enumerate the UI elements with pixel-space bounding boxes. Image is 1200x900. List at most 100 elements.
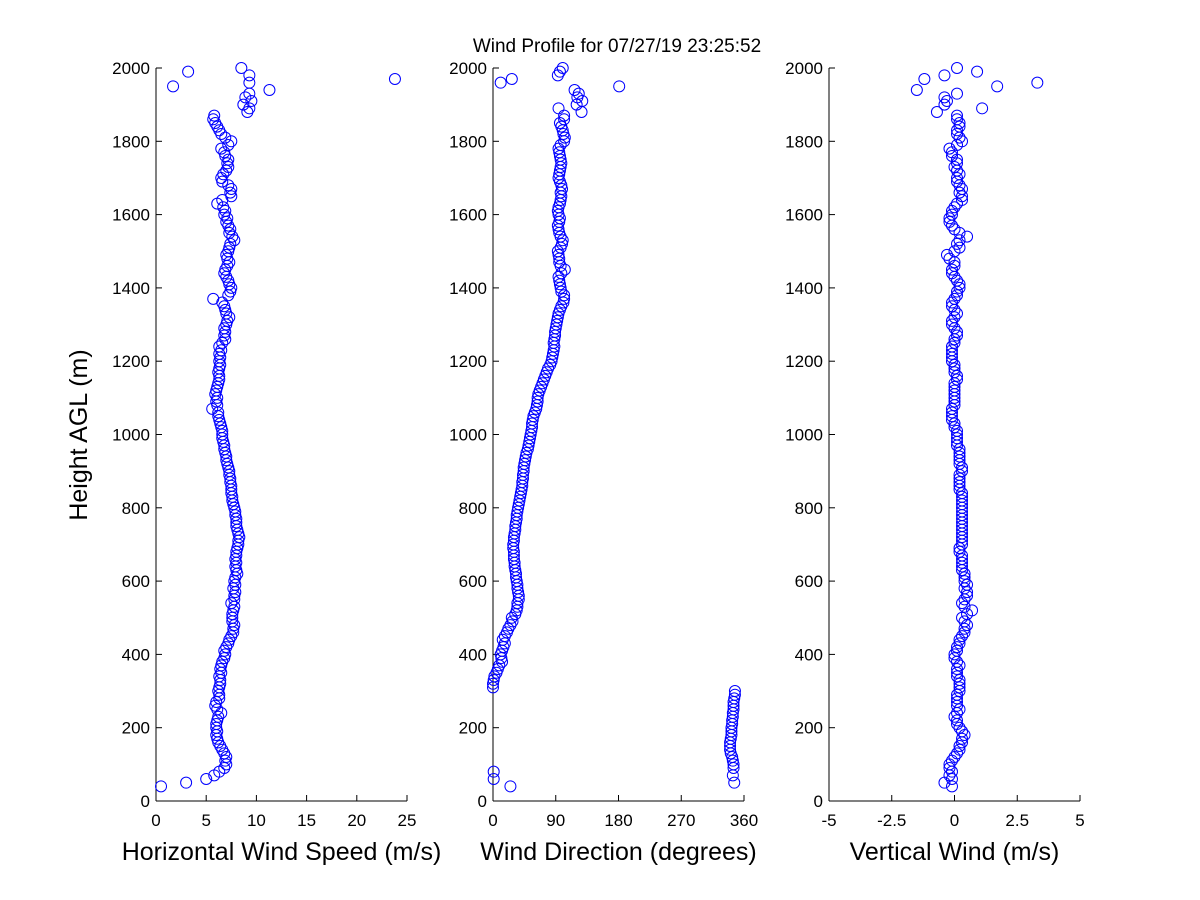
vertical-data-point (958, 615, 971, 628)
vertical-data-point (961, 230, 974, 243)
vertical-data-point (951, 329, 964, 342)
speed-data-point (215, 142, 228, 155)
vertical-x-tick-label: -2.5 (877, 811, 906, 830)
speed-data-point (207, 292, 220, 305)
speed-data-point (155, 780, 168, 793)
vertical-y-tick-label: 1200 (785, 352, 823, 371)
figure-title: Wind Profile for 07/27/19 23:25:52 (473, 36, 761, 57)
vertical-data-point (948, 380, 961, 393)
direction-data-point (551, 204, 564, 217)
vertical-data-point (951, 428, 964, 441)
vertical-data-point (948, 417, 961, 430)
vertical-data-point (956, 732, 969, 745)
direction-data-point (728, 776, 741, 789)
vertical-data-point (943, 212, 956, 225)
vertical-subplot: 0 200 400 600 800 1000 1200 1400 1600 1800 2000 -5 -… (785, 59, 1085, 866)
vertical-data-point (966, 604, 979, 617)
direction-data-point (554, 138, 567, 151)
vertical-data-point (958, 567, 971, 580)
speed-data-point (167, 80, 180, 93)
vertical-data-point (958, 571, 971, 584)
vertical-data-point (948, 366, 961, 379)
direction-data-point (552, 248, 565, 261)
vertical-data-point (953, 443, 966, 456)
vertical-data-point (953, 186, 966, 199)
speed-data-series (155, 62, 401, 793)
vertical-data-point (948, 292, 961, 305)
direction-x-tick-label: 0 (488, 811, 497, 830)
vertical-data-point (951, 109, 964, 122)
direction-data-point (487, 677, 499, 690)
vertical-data-point (948, 362, 961, 375)
vertical-data-point (940, 94, 953, 107)
vertical-data-point (951, 369, 964, 382)
vertical-data-point (956, 461, 969, 474)
vertical-data-point (958, 575, 971, 588)
vertical-data-point (953, 234, 966, 247)
vertical-data-point (938, 69, 951, 82)
speed-y-tick-label: 1400 (112, 279, 150, 298)
direction-data-point (526, 413, 539, 426)
vertical-data-point (945, 340, 958, 353)
vertical-data-point (958, 600, 971, 613)
vertical-data-point (953, 241, 966, 254)
vertical-data-point (1031, 76, 1044, 89)
speed-y-tick-label: 0 (141, 792, 150, 811)
direction-y-tick-label: 1600 (449, 206, 487, 225)
speed-data-point (222, 138, 235, 151)
direction-data-point (728, 688, 741, 701)
direction-y-tick-label: 1400 (449, 279, 487, 298)
direction-data-point (519, 450, 532, 463)
vertical-data-point (910, 83, 923, 96)
vertical-y-tick-label: 1400 (785, 279, 823, 298)
speed-y-tick-label: 400 (122, 645, 150, 664)
direction-y-tick-label: 1200 (449, 352, 487, 371)
speed-x-tick-label: 25 (398, 811, 417, 830)
vertical-y-tick-label: 600 (795, 572, 823, 591)
direction-data-point (568, 83, 581, 96)
vertical-data-point (956, 190, 969, 203)
speed-y-tick-label: 1800 (112, 132, 150, 151)
vertical-data-point (953, 743, 966, 756)
speed-data-point (216, 336, 229, 349)
vertical-data-point (953, 450, 966, 463)
vertical-data-point (948, 336, 961, 349)
direction-data-point (519, 454, 532, 467)
vertical-x-tick-label: 0 (950, 811, 959, 830)
speed-data-point (213, 340, 226, 353)
vertical-data-point (940, 248, 953, 261)
direction-x-axis-label: Wind Direction (degrees) (480, 838, 757, 866)
direction-data-point (506, 615, 519, 628)
direction-y-tick-label: 1800 (449, 132, 487, 151)
vertical-data-point (953, 476, 966, 489)
direction-data-point (553, 116, 566, 129)
direction-y-tick-label: 200 (459, 719, 487, 738)
direction-data-point (556, 237, 569, 250)
direction-y-tick-label: 0 (478, 792, 487, 811)
speed-data-point (221, 212, 234, 225)
direction-data-point (726, 754, 739, 767)
vertical-data-point (951, 62, 964, 74)
vertical-data-point (953, 703, 966, 716)
direction-y-tick-label: 400 (459, 645, 487, 664)
vertical-data-point (948, 648, 961, 661)
direction-data-series (487, 62, 741, 793)
direction-data-point (728, 685, 741, 698)
vertical-y-tick-label: 2000 (785, 59, 823, 78)
vertical-data-point (945, 263, 958, 276)
vertical-data-point (953, 545, 966, 558)
vertical-data-point (953, 637, 966, 650)
direction-data-point (494, 76, 507, 89)
vertical-data-point (953, 677, 966, 690)
direction-data-point (613, 80, 626, 93)
vertical-data-point (945, 406, 958, 419)
vertical-data-point (953, 116, 966, 129)
direction-data-point (553, 274, 566, 287)
speed-data-point (200, 773, 213, 786)
direction-x-tick-label: 90 (546, 811, 565, 830)
vertical-data-point (943, 215, 956, 228)
speed-data-point (388, 72, 401, 85)
vertical-data-point (951, 113, 964, 126)
